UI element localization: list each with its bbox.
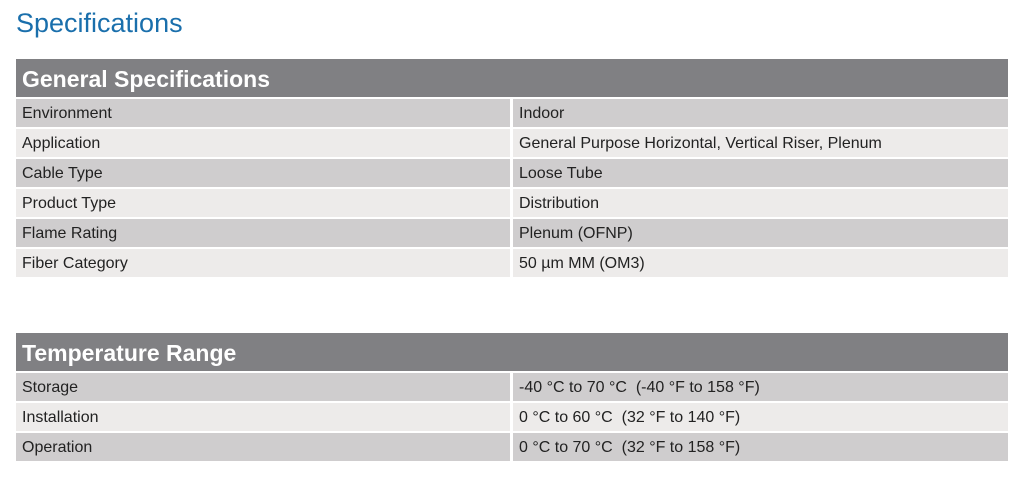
row-label: Operation (16, 433, 510, 461)
row-value: 50 µm MM (OM3) (513, 249, 1008, 277)
table-heading: General Specifications (16, 59, 1008, 97)
table-heading: Temperature Range (16, 333, 1008, 371)
row-value: 0 °C to 70 °C (32 °F to 158 °F) (513, 433, 1008, 461)
temperature-range-table: Temperature Range Storage -40 °C to 70 °C… (16, 333, 1008, 461)
table-row: Flame Rating Plenum (OFNP) (16, 219, 1008, 247)
table-row: Fiber Category 50 µm MM (OM3) (16, 249, 1008, 277)
general-specifications-table: General Specifications Environment Indoor… (16, 59, 1008, 277)
table-row: Storage -40 °C to 70 °C (-40 °F to 158 °F… (16, 373, 1008, 401)
row-value: Distribution (513, 189, 1008, 217)
table-row: Application General Purpose Horizontal, V… (16, 129, 1008, 157)
row-label: Storage (16, 373, 510, 401)
row-value: 0 °C to 60 °C (32 °F to 140 °F) (513, 403, 1008, 431)
table-row: Installation 0 °C to 60 °C (32 °F to 140 … (16, 403, 1008, 431)
row-value: -40 °C to 70 °C (-40 °F to 158 °F) (513, 373, 1008, 401)
table-row: Cable Type Loose Tube (16, 159, 1008, 187)
row-label: Product Type (16, 189, 510, 217)
row-value: General Purpose Horizontal, Vertical Ris… (513, 129, 1008, 157)
row-value: Plenum (OFNP) (513, 219, 1008, 247)
row-label: Installation (16, 403, 510, 431)
row-value: Loose Tube (513, 159, 1008, 187)
row-value: Indoor (513, 99, 1008, 127)
table-row: Operation 0 °C to 70 °C (32 °F to 158 °F) (16, 433, 1008, 461)
row-label: Application (16, 129, 510, 157)
row-label: Cable Type (16, 159, 510, 187)
row-label: Flame Rating (16, 219, 510, 247)
table-row: Environment Indoor (16, 99, 1008, 127)
page-title: Specifications (16, 8, 183, 38)
row-label: Environment (16, 99, 510, 127)
row-label: Fiber Category (16, 249, 510, 277)
table-row: Product Type Distribution (16, 189, 1008, 217)
